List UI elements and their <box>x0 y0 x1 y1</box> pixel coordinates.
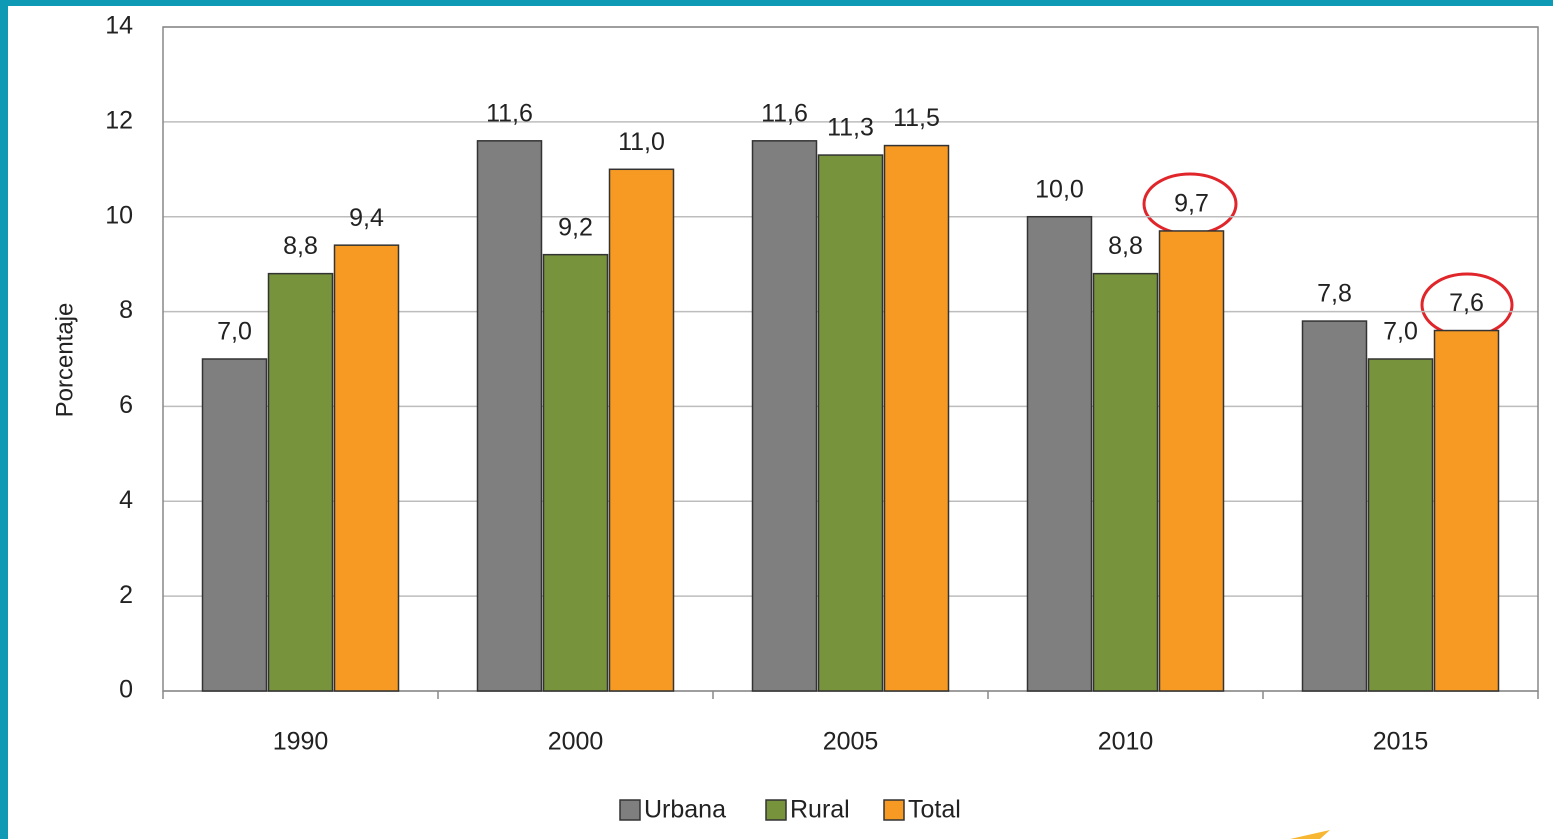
y-tick-label: 14 <box>105 12 133 40</box>
bar <box>1026 215 1093 692</box>
arrow-fragment <box>1290 830 1330 839</box>
legend-swatch <box>765 799 787 821</box>
bar <box>751 140 818 692</box>
value-label: 9,7 <box>1174 190 1209 218</box>
y-tick-label: 4 <box>119 486 133 514</box>
value-label: 11,6 <box>761 99 808 127</box>
value-label: 11,0 <box>618 128 665 156</box>
value-label: 8,8 <box>283 232 318 260</box>
x-tick-label: 1990 <box>273 728 329 756</box>
bar <box>1158 230 1225 692</box>
bar <box>333 244 400 692</box>
value-label: 9,2 <box>558 213 593 241</box>
value-label: 7,8 <box>1317 280 1352 308</box>
value-label: 9,4 <box>349 204 384 232</box>
y-tick-label: 0 <box>119 676 133 704</box>
y-tick-label: 12 <box>105 106 133 134</box>
x-tick-label: 2015 <box>1373 728 1429 756</box>
bar <box>883 144 950 692</box>
x-tick-label: 2010 <box>1098 728 1154 756</box>
legend-label: Total <box>908 796 961 824</box>
legend-swatch <box>883 799 905 821</box>
legend-label: Rural <box>790 796 850 824</box>
frame-left <box>0 0 8 839</box>
bar <box>201 358 268 692</box>
value-label: 11,6 <box>486 99 533 127</box>
x-tick-label: 2000 <box>548 728 604 756</box>
bar <box>1433 329 1500 692</box>
value-label: 7,0 <box>1383 318 1418 346</box>
bar <box>1301 320 1368 692</box>
x-tick-label: 2005 <box>823 728 879 756</box>
value-label: 7,0 <box>217 318 252 346</box>
bar <box>267 272 334 692</box>
bar <box>476 140 543 692</box>
y-tick-label: 2 <box>119 581 133 609</box>
bar <box>608 168 675 692</box>
value-label: 8,8 <box>1108 232 1143 260</box>
bar <box>1092 272 1159 692</box>
bar <box>542 253 609 692</box>
bar <box>817 154 884 692</box>
value-label: 11,3 <box>827 114 874 142</box>
y-tick-label: 6 <box>119 391 133 419</box>
value-label: 11,5 <box>893 104 940 132</box>
y-axis-title: Porcentaje <box>51 303 78 418</box>
value-label: 7,6 <box>1449 289 1484 317</box>
legend-swatch <box>619 799 641 821</box>
y-tick-label: 8 <box>119 296 133 324</box>
frame-top <box>0 0 1553 6</box>
bar <box>1367 358 1434 692</box>
y-tick-label: 10 <box>105 201 133 229</box>
value-label: 10,0 <box>1035 175 1084 203</box>
legend-label: Urbana <box>644 796 726 824</box>
